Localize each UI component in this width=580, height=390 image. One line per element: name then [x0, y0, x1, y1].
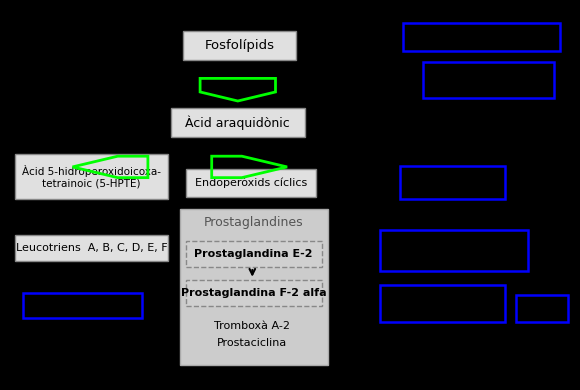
Text: Prostaciclina: Prostaciclina: [217, 338, 288, 348]
FancyBboxPatch shape: [180, 209, 328, 365]
Text: Prostaglandina E-2: Prostaglandina E-2: [194, 249, 313, 259]
FancyBboxPatch shape: [186, 169, 316, 197]
FancyBboxPatch shape: [14, 235, 168, 261]
Text: Àcid araquidònic: Àcid araquidònic: [186, 115, 290, 130]
Text: Fosfolípids: Fosfolípids: [204, 39, 274, 52]
FancyBboxPatch shape: [183, 31, 296, 60]
FancyBboxPatch shape: [186, 280, 322, 306]
Text: Àcid 5-hidroperoxidoicoxa-
tetrainoic (5-HPTE): Àcid 5-hidroperoxidoicoxa- tetrainoic (5…: [22, 165, 161, 188]
Text: Endoperòxids cíclics: Endoperòxids cíclics: [195, 178, 307, 188]
Text: Prostaglandina F-2 alfa: Prostaglandina F-2 alfa: [181, 288, 327, 298]
FancyBboxPatch shape: [14, 154, 168, 199]
Text: Leucotriens  A, B, C, D, E, F: Leucotriens A, B, C, D, E, F: [16, 243, 167, 253]
Text: Tromboxà A-2: Tromboxà A-2: [214, 321, 291, 331]
FancyBboxPatch shape: [171, 108, 304, 136]
FancyBboxPatch shape: [186, 241, 322, 267]
Text: Prostaglandines: Prostaglandines: [204, 216, 303, 229]
